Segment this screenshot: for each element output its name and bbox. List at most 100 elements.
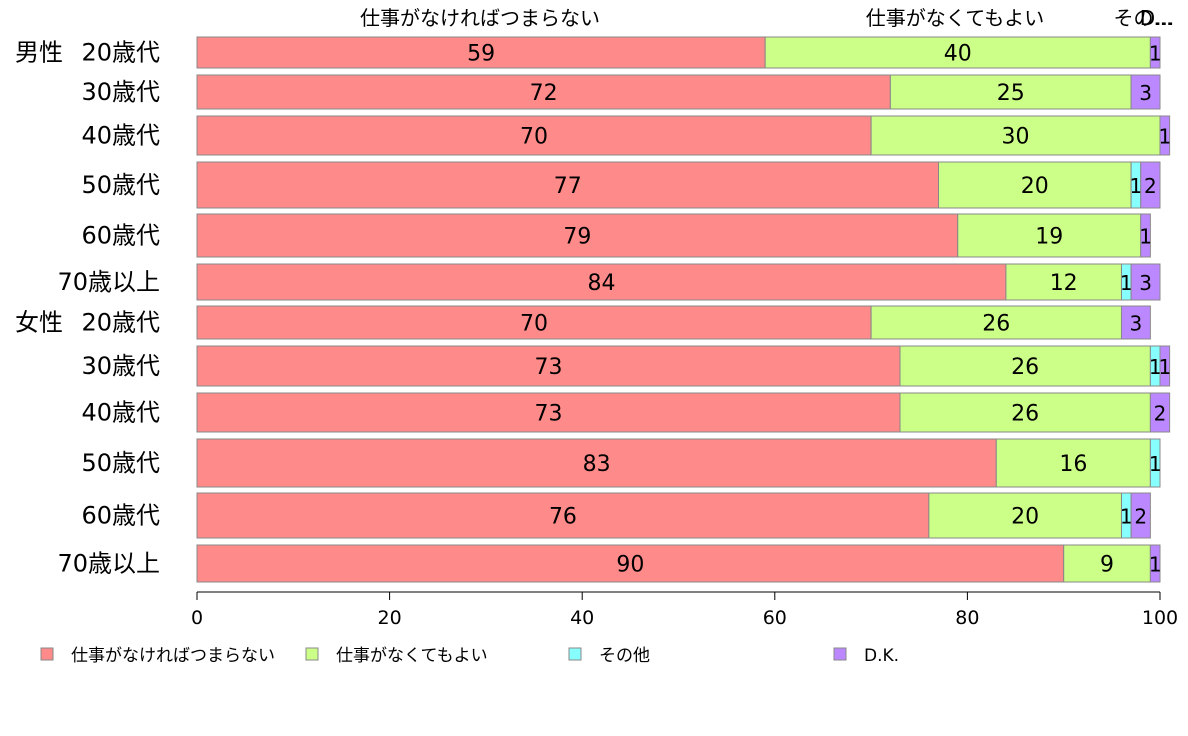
legend-swatch-3 [568,647,582,661]
bar-segment-row10-series2 [995,438,1151,488]
data-label-row2-series1: 72 [530,81,558,106]
x-tick-label-40: 40 [570,607,594,629]
x-tick-label-20: 20 [378,607,402,629]
bar-segment-row7-series4 [1120,305,1151,340]
data-label-row5-series2: 19 [1035,225,1063,250]
data-label-row4-series2: 20 [1021,174,1049,199]
bars-area: 59 40 172 25 370 30 177 20 1 279 19 184 12 1 370 26 373 2… [196,36,1171,583]
row-label-2: 30歳代 [81,78,160,106]
top-series-labels: 仕事がなければつまらない 仕事がなくてもよい その... D... [360,6,1174,30]
data-label-row12-series2: 9 [1100,553,1114,578]
group-label-1: 男性 [15,39,63,67]
bar-segment-row9-series2 [899,392,1151,433]
bar-segment-row5-series2 [957,213,1142,258]
row-label-7: 20歳代 [81,309,160,337]
row-label-9: 40歳代 [81,399,160,427]
row-label-6: 70歳以上 [57,268,160,296]
data-label-row7-series1: 70 [520,312,548,337]
row-label-5: 60歳代 [81,222,160,250]
row-label-11: 60歳代 [81,502,160,530]
bar-segment-row7-series1 [196,305,872,340]
bar-segment-row7-series2 [870,305,1122,340]
bar-segment-row8-series2 [899,345,1151,387]
data-label-row9-series4: 2 [1154,402,1167,426]
data-label-row4-series3: 1 [1130,174,1143,198]
legend-label-2: 仕事がなくてもよい [336,646,488,666]
data-label-row10-series3: 1 [1149,452,1162,476]
data-label-row6-series1: 84 [587,271,615,296]
data-label-row3-series4: 1 [1158,125,1171,149]
data-label-row1-series2: 40 [944,42,972,67]
row-label-12: 70歳以上 [57,550,160,578]
data-label-row12-series4: 1 [1149,553,1162,577]
data-label-row5-series1: 79 [563,225,591,250]
data-label-row3-series2: 30 [1002,125,1030,150]
bar-segment-row8-series4 [1159,345,1171,387]
data-label-row12-series1: 90 [616,553,644,578]
data-label-row10-series2: 16 [1059,452,1087,477]
legend-label-1: 仕事がなければつまらない [71,646,275,666]
bar-segment-row5-series4 [1140,213,1151,258]
legend-swatch-2 [305,647,319,661]
data-label-row6-series4: 3 [1139,271,1152,295]
data-label-row6-series3: 1 [1120,271,1133,295]
bar-segment-row2-series1 [196,74,891,110]
bar-segment-row3-series1 [196,115,872,156]
row-label-10: 50歳代 [81,449,160,477]
x-tick-label-0: 0 [191,607,203,629]
data-label-row1-series1: 59 [467,42,495,67]
data-label-row6-series2: 12 [1050,271,1078,296]
bar-segment-row1-series4 [1149,36,1161,69]
data-label-row8-series3: 1 [1149,355,1162,379]
x-tick-label-60: 60 [763,607,787,629]
bar-segment-row11-series2 [928,492,1122,539]
bar-segment-row12-series4 [1149,544,1161,583]
data-label-row8-series1: 73 [534,355,562,380]
data-label-row10-series1: 83 [583,452,611,477]
bar-segment-row2-series4 [1130,74,1161,110]
bar-segment-row2-series2 [889,74,1132,110]
data-label-row9-series1: 73 [534,402,562,427]
data-label-row7-series4: 3 [1130,312,1143,336]
data-label-row2-series4: 3 [1139,81,1152,105]
data-label-row4-series4: 2 [1144,174,1157,198]
data-label-row3-series1: 70 [520,125,548,150]
bar-segment-row10-series3 [1149,438,1161,488]
bar-segment-row9-series4 [1149,392,1171,433]
data-label-row4-series1: 77 [554,174,582,199]
bar-segment-row12-series2 [1063,544,1151,583]
legend-label-3: その他 [599,646,650,666]
data-label-row11-series3: 1 [1120,505,1133,529]
data-label-row1-series4: 1 [1149,42,1162,66]
row-label-3: 40歳代 [81,122,160,150]
legend: 仕事がなければつまらない 仕事がなくてもよい その他 D.K. [40,646,899,666]
x-tick-label-80: 80 [955,607,979,629]
bar-segment-row11-series1 [196,492,930,539]
bar-segment-row4-series1 [196,161,940,209]
bar-segment-row4-series2 [938,161,1132,209]
data-label-row11-series4: 2 [1134,505,1147,529]
data-label-row9-series2: 26 [1011,402,1039,427]
legend-swatch-4 [833,647,847,661]
data-label-row11-series1: 76 [549,505,577,530]
row-label-1: 20歳代 [81,39,160,67]
bar-segment-row3-series2 [870,115,1161,156]
data-label-row2-series2: 25 [997,81,1025,106]
legend-label-4: D.K. [864,646,899,666]
bar-segment-row4-series4 [1140,161,1161,209]
top-label-series-2: 仕事がなくてもよい [866,6,1044,30]
bar-segment-row5-series1 [196,213,959,258]
x-axis: 0 20 40 60 80 100 [191,591,1178,629]
row-label-8: 30歳代 [81,352,160,380]
bar-segment-row11-series4 [1130,492,1151,539]
bar-segment-row6-series1 [196,263,1007,301]
data-label-row5-series4: 1 [1139,225,1152,249]
group-label-7: 女性 [15,309,63,337]
legend-swatch-1 [40,647,54,661]
bar-segment-row12-series1 [196,544,1065,583]
bar-segment-row6-series4 [1130,263,1161,301]
top-label-series-1: 仕事がなければつまらない [360,6,600,30]
data-label-row8-series4: 1 [1158,355,1171,379]
row-label-4: 50歳代 [81,171,160,199]
data-label-row11-series2: 20 [1011,505,1039,530]
